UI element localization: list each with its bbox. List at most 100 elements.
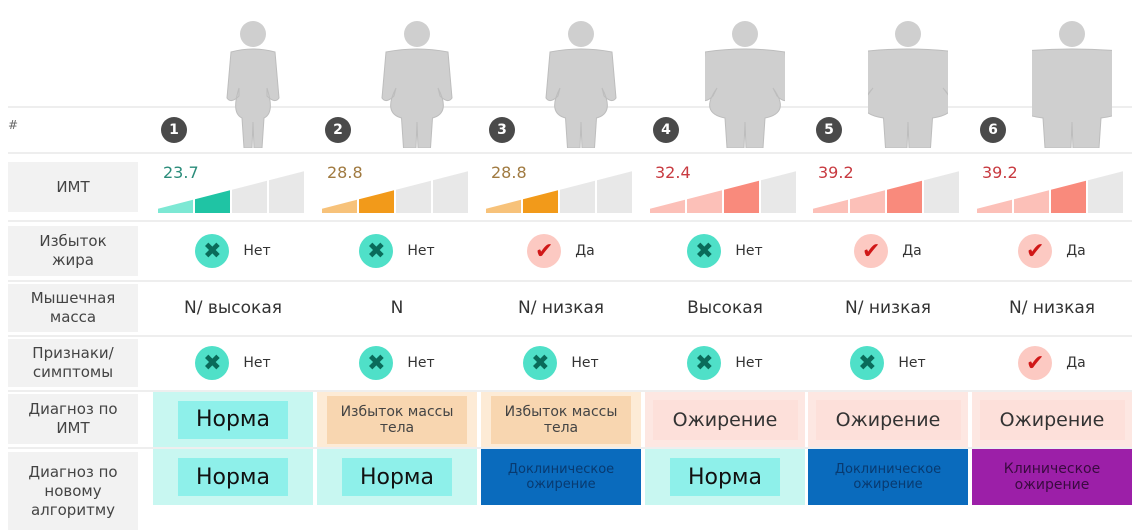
person-number-badge: 5 — [816, 117, 842, 143]
divider — [8, 280, 1132, 282]
symptoms-value: Нет — [571, 355, 599, 371]
muscle-mass-value: N — [390, 298, 404, 318]
diagnosis-new-badge: Доклиническое ожирение — [481, 450, 641, 504]
bmi-indicator: 32.4 — [649, 157, 799, 215]
symptoms-value: Нет — [407, 355, 435, 371]
bmi-scale-segment — [687, 190, 722, 213]
person-number-badge: 2 — [325, 117, 351, 143]
excess-fat-value: Да — [575, 243, 595, 259]
diagnosis-bmi-cell: Ожирение — [808, 392, 968, 447]
excess-fat-cell: ✔ Да — [808, 222, 968, 280]
muscle-mass-value: N/ высокая — [184, 298, 282, 318]
body-silhouette-icon — [854, 18, 962, 152]
bmi-scale-segment — [158, 199, 193, 213]
diagnosis-new-cell: Норма — [153, 449, 313, 505]
diagnosis-new-cell: Норма — [645, 449, 805, 505]
bmi-value: 28.8 — [327, 163, 363, 182]
bmi-scale-segment — [1014, 190, 1049, 213]
diagnosis-new-cell: Доклиническое ожирение — [481, 449, 641, 505]
person-number-badge: 1 — [161, 117, 187, 143]
excess-fat-cell: ✖ Нет — [153, 222, 313, 280]
diagnosis-bmi-cell: Ожирение — [972, 392, 1132, 447]
excess-fat-value: Да — [1066, 243, 1086, 259]
diagnosis-new-badge: Норма — [670, 458, 780, 496]
diagnosis-bmi-badge: Избыток массы тела — [327, 395, 467, 444]
symptoms-cell: ✖ Нет — [317, 337, 477, 389]
row-label-number: # — [8, 118, 19, 132]
check-icon: ✔ — [1018, 234, 1053, 268]
body-silhouette-icon — [700, 18, 790, 152]
bmi-indicator: 28.8 — [485, 157, 635, 215]
excess-fat-value: Да — [902, 243, 922, 259]
person-column-4: 4 32.4 ✖ Нет Высокая ✖ Нет Ожирение Норма — [645, 0, 805, 505]
diagnosis-new-badge: Клиническое ожирение — [972, 450, 1132, 504]
cross-icon: ✖ — [195, 234, 230, 268]
person-number-badge: 4 — [653, 117, 679, 143]
cross-icon: ✖ — [687, 346, 722, 380]
divider — [8, 335, 1132, 337]
row-label-diag-new: Диагноз по новому алгоритму — [8, 452, 138, 530]
bmi-value: 28.8 — [491, 163, 527, 182]
diagnosis-new-cell: Клиническое ожирение — [972, 449, 1132, 505]
bmi-indicator: 39.2 — [812, 157, 962, 215]
person-number-badge: 6 — [980, 117, 1006, 143]
bmi-scale-segment — [322, 199, 357, 213]
bmi-scale-segment — [977, 199, 1012, 213]
symptoms-value: Нет — [243, 355, 271, 371]
excess-fat-value: Нет — [407, 243, 435, 259]
cross-icon: ✖ — [195, 346, 230, 380]
muscle-mass-value: Высокая — [687, 298, 763, 318]
bmi-indicator: 28.8 — [321, 157, 471, 215]
symptoms-value: Нет — [735, 355, 763, 371]
bmi-scale-segment — [433, 171, 468, 213]
diagnosis-bmi-cell: Избыток массы тела — [481, 392, 641, 447]
bmi-value: 39.2 — [818, 163, 854, 182]
bmi-scale-segment — [597, 171, 632, 213]
row-label-symptoms: Признаки/ симптомы — [8, 339, 138, 387]
diagnosis-bmi-badge: Норма — [178, 400, 288, 439]
bmi-value: 23.7 — [163, 163, 199, 182]
cross-icon: ✖ — [687, 234, 722, 268]
cross-icon: ✖ — [523, 346, 558, 380]
body-silhouette-icon — [377, 18, 457, 152]
diagnosis-bmi-cell: Избыток массы тела — [317, 392, 477, 447]
bmi-scale-segment — [924, 171, 959, 213]
person-column-5: 5 39.2 ✔ Да N/ низкая ✖ Нет Ожирение Докли… — [808, 0, 968, 505]
divider — [8, 152, 1132, 154]
diagnosis-bmi-badge: Избыток массы тела — [491, 395, 631, 444]
check-icon: ✔ — [527, 234, 562, 268]
excess-fat-value: Нет — [243, 243, 271, 259]
cross-icon: ✖ — [850, 346, 885, 380]
muscle-mass-value: N/ низкая — [845, 298, 931, 318]
body-silhouette-icon — [213, 18, 293, 152]
diagnosis-new-cell: Норма — [317, 449, 477, 505]
divider — [8, 220, 1132, 222]
bmi-scale-segment — [560, 180, 595, 213]
check-icon: ✔ — [1018, 346, 1053, 380]
divider — [8, 390, 1132, 392]
excess-fat-cell: ✔ Да — [972, 222, 1132, 280]
bmi-indicator: 39.2 — [976, 157, 1126, 215]
muscle-mass-value: N/ низкая — [1009, 298, 1095, 318]
symptoms-cell: ✔ Да — [972, 337, 1132, 389]
symptoms-cell: ✖ Нет — [808, 337, 968, 389]
bmi-scale-segment — [269, 171, 304, 213]
row-label-diag-bmi: Диагноз по ИМТ — [8, 394, 138, 444]
excess-fat-cell: ✖ Нет — [645, 222, 805, 280]
excess-fat-cell: ✔ Да — [481, 222, 641, 280]
row-label-muscle: Мышечная масса — [8, 284, 138, 332]
symptoms-cell: ✖ Нет — [153, 337, 313, 389]
bmi-value: 32.4 — [655, 163, 691, 182]
person-column-3: 3 28.8 ✔ Да N/ низкая ✖ Нет Избыток массы … — [481, 0, 641, 505]
cross-icon: ✖ — [359, 234, 394, 268]
diagnosis-bmi-badge: Ожирение — [652, 399, 798, 440]
check-icon: ✔ — [854, 234, 889, 268]
bmi-scale-segment — [813, 199, 848, 213]
person-number-badge: 3 — [489, 117, 515, 143]
bmi-scale-segment — [523, 190, 558, 213]
person-column-6: 6 39.2 ✔ Да N/ низкая ✔ Да Ожирение Клинич… — [972, 0, 1132, 505]
diagnosis-new-badge: Норма — [178, 458, 288, 496]
bmi-scale-segment — [396, 180, 431, 213]
diagnosis-bmi-badge: Ожирение — [979, 399, 1125, 440]
